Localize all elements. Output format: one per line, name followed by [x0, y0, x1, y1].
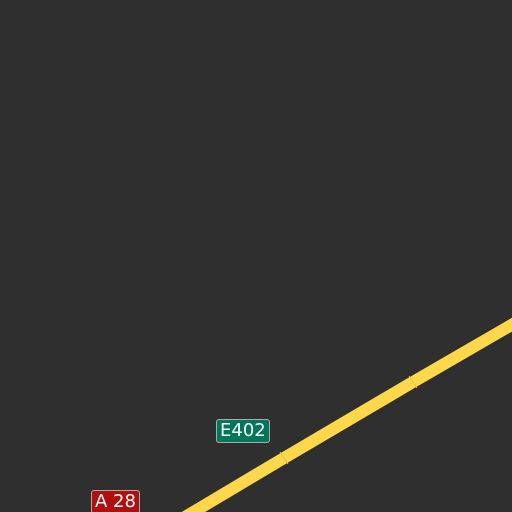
road-segment-divider	[279, 451, 289, 465]
e402-route-shield: E402	[217, 420, 269, 442]
a28-route-shield: A 28	[92, 491, 139, 512]
motorway-road	[181, 317, 512, 512]
road-segment-divider	[408, 375, 418, 389]
